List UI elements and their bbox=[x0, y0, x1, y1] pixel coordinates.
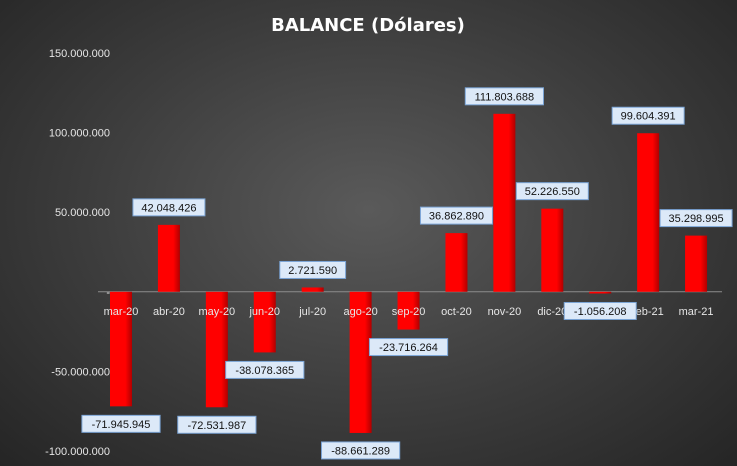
data-label-text: 52.226.550 bbox=[525, 186, 580, 198]
x-tick-label: oct-20 bbox=[441, 306, 472, 318]
data-label-box bbox=[515, 182, 589, 201]
data-label-text: -38.078.365 bbox=[235, 365, 294, 377]
y-tick-label: 150.000.000 bbox=[49, 48, 110, 60]
data-label-box bbox=[464, 87, 544, 106]
data-label-box bbox=[563, 301, 637, 320]
x-tick-label: feb-21 bbox=[633, 306, 664, 318]
data-label-text: -72.531.987 bbox=[187, 420, 246, 432]
data-label-text: 2.721.590 bbox=[288, 265, 337, 277]
data-label-text: 111.803.688 bbox=[475, 91, 535, 103]
y-tick-label: -50.000.000 bbox=[51, 366, 110, 378]
data-label-text: -71.945.945 bbox=[92, 419, 151, 431]
x-axis-labels: mar-20 abr-20 may-20 jun-20 jul-20 ago-20 sep-… bbox=[104, 306, 714, 318]
y-tick-label: - bbox=[106, 287, 110, 299]
data-label: 99.604.391 bbox=[611, 106, 685, 125]
data-label: -71.945.945 bbox=[81, 414, 161, 433]
bar bbox=[349, 291, 372, 433]
bars-group bbox=[110, 113, 708, 433]
bar bbox=[589, 291, 612, 294]
bar bbox=[253, 291, 276, 353]
data-label-box bbox=[177, 415, 257, 434]
data-label-box bbox=[81, 414, 161, 433]
data-label-box bbox=[419, 206, 493, 225]
x-tick-label: ago-20 bbox=[343, 306, 377, 318]
data-label: 111.803.688 bbox=[464, 87, 544, 106]
y-tick-label: -100.000.000 bbox=[45, 446, 110, 458]
data-label-box bbox=[321, 441, 401, 460]
x-tick-label: may-20 bbox=[199, 306, 236, 318]
data-label-text: 35.298.995 bbox=[669, 213, 724, 225]
data-label: 2.721.590 bbox=[279, 260, 347, 279]
bar bbox=[110, 291, 132, 407]
y-tick-label: 50.000.000 bbox=[55, 207, 110, 219]
data-label: -23.716.264 bbox=[368, 338, 449, 357]
x-tick-label: abr-20 bbox=[153, 306, 185, 318]
data-label-box bbox=[659, 209, 733, 228]
x-tick-label: mar-20 bbox=[104, 306, 139, 318]
x-tick-label: jul-20 bbox=[298, 306, 326, 318]
x-tick-label: sep-20 bbox=[392, 306, 426, 318]
data-label: -38.078.365 bbox=[225, 360, 305, 379]
y-axis: 150.000.000 100.000.000 50.000.000 - -50.000… bbox=[45, 48, 110, 458]
bar bbox=[685, 235, 708, 292]
bar bbox=[637, 133, 660, 292]
data-label-text: -1.056.208 bbox=[574, 306, 627, 318]
x-tick-label: mar-21 bbox=[679, 306, 714, 318]
chart-title: BALANCE (Dólares) bbox=[271, 15, 465, 36]
y-tick-label: 100.000.000 bbox=[49, 128, 110, 140]
x-tick-label: nov-20 bbox=[488, 306, 522, 318]
data-label-text: -23.716.264 bbox=[379, 342, 438, 354]
data-label-text: 99.604.391 bbox=[621, 111, 676, 123]
data-label-box bbox=[368, 338, 449, 357]
data-label: 52.226.550 bbox=[515, 182, 589, 201]
bar bbox=[157, 224, 180, 292]
bar bbox=[301, 287, 324, 292]
data-label: -72.531.987 bbox=[177, 415, 257, 434]
data-label-box bbox=[132, 198, 206, 217]
x-tick-label: jun-20 bbox=[248, 306, 280, 318]
data-label: 35.298.995 bbox=[659, 209, 733, 228]
data-label-text: 36.862.890 bbox=[429, 211, 484, 223]
data-label-box bbox=[279, 260, 347, 279]
bar bbox=[445, 233, 468, 292]
data-labels: -71.945.945 42.048.426 -72.531.987 -38.078.… bbox=[81, 87, 733, 460]
bar bbox=[541, 208, 564, 292]
data-label: -1.056.208 bbox=[563, 301, 637, 320]
data-label: -88.661.289 bbox=[321, 441, 401, 460]
bar bbox=[205, 291, 228, 408]
data-label-box bbox=[225, 360, 305, 379]
data-label-text: -88.661.289 bbox=[331, 445, 390, 457]
x-tick-label: dic-20 bbox=[537, 306, 567, 318]
data-label-text: 42.048.426 bbox=[141, 202, 196, 214]
data-label: 36.862.890 bbox=[419, 206, 493, 225]
bar bbox=[493, 113, 516, 292]
data-label: 42.048.426 bbox=[132, 198, 206, 217]
data-label-box bbox=[611, 106, 685, 125]
bar bbox=[397, 291, 420, 330]
